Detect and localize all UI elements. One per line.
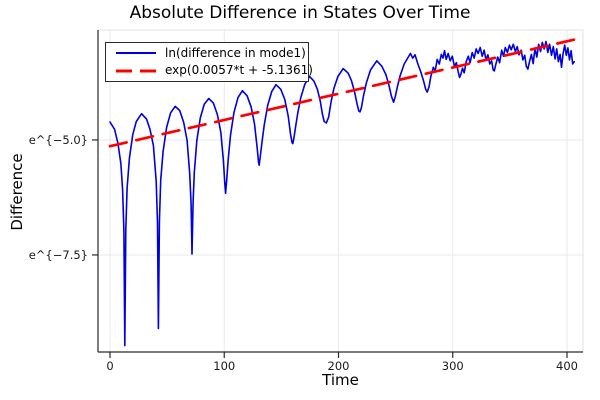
x-tick-label: 400	[556, 359, 578, 373]
legend-item-data: ln(difference in mode1)	[114, 45, 306, 62]
legend-line-sample-dashed	[116, 69, 156, 73]
legend-line-sample-solid	[116, 52, 156, 55]
x-axis-label: Time	[322, 371, 359, 389]
plot-frame	[98, 29, 584, 352]
chart-title: Absolute Difference in States Over Time	[129, 3, 471, 23]
y-axis-label: Difference	[8, 153, 26, 231]
legend-label-data: ln(difference in mode1)	[165, 45, 306, 60]
data-series	[108, 37, 578, 347]
legend-item-fit: exp(0.0057*t + -5.1361)	[114, 63, 313, 80]
legend-label-fit: exp(0.0057*t + -5.1361)	[165, 63, 313, 78]
axes: 0 100 200 300 400 e^{−5.0} e^{−7.5}	[29, 30, 583, 373]
y-tick-label: e^{−5.0}	[29, 133, 88, 147]
y-tick-label: e^{−7.5}	[29, 248, 88, 262]
legend: ln(difference in mode1) exp(0.0057*t + -…	[105, 42, 313, 82]
x-tick-label: 0	[106, 359, 113, 373]
x-tick-label: 100	[213, 359, 235, 373]
x-tick-label: 300	[442, 359, 464, 373]
x-tick-label: 200	[328, 359, 350, 373]
series-line-1	[108, 37, 578, 148]
series-line-0	[109, 40, 575, 347]
gridlines	[98, 30, 583, 352]
